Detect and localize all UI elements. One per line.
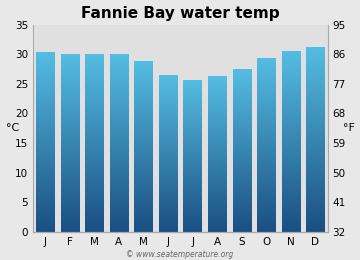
Y-axis label: °C: °C bbox=[5, 123, 19, 133]
Title: Fannie Bay water temp: Fannie Bay water temp bbox=[81, 5, 280, 21]
Text: © www.seatemperature.org: © www.seatemperature.org bbox=[126, 250, 234, 259]
Y-axis label: °F: °F bbox=[343, 123, 355, 133]
